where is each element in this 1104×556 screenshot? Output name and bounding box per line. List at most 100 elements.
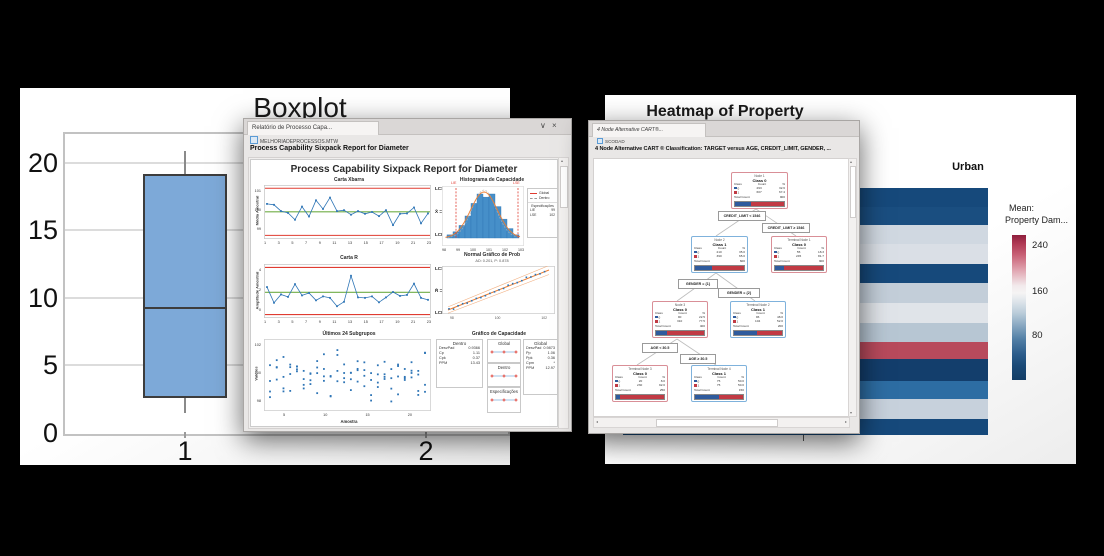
total-row: Total Count 400 [655,323,705,328]
tick-label: 13 [347,320,353,324]
interval-dentro: Dentro [487,363,521,387]
cart-vscrollbar[interactable]: ▴ ▾ [848,158,857,417]
capability-tab-label: Relatório de Processo Capa... [252,125,333,131]
tree-node[interactable]: Terminal Node 3 Class 0 Class Count% 0 20 8.0 1… [612,365,668,403]
heatmap-axis-tick [803,435,804,441]
class-row: 0 55 18.3 [774,250,824,255]
node-title: Terminal Node 4 [707,367,731,371]
scroll-up-icon[interactable]: ▴ [561,158,564,163]
hist-lie-label: LIE [451,181,457,185]
interval-global: Global [487,339,521,363]
class-row: 0 20 8.0 [615,379,665,384]
tick-label: 9 [318,241,321,245]
stats-row: PPM 13.43 [439,361,480,365]
x-tick-mark [184,432,186,438]
tick-label: 100 [470,248,476,252]
tick-label: 20 [407,413,412,417]
cart-file-label: SCODAD [605,139,625,144]
node-class: Class 0 [672,307,687,312]
class-distribution-bar [655,329,705,337]
tree-node[interactable]: Node 2 Class 1 Class Count% 0 210 35.0 1 390 65.0… [691,236,748,274]
hist-chart-title: Histograma de Capacidade [459,177,525,183]
tick-label: 21 [410,320,416,324]
normal-prob-plot [442,266,555,314]
stats-row: DesvPad 0.9366 [439,346,480,350]
tick-label: 98 [450,316,454,320]
rchart-xticks: 1 3 5 7 9 11 13 15 17 19 21 23 [264,320,431,324]
close-icon[interactable]: × [552,121,557,130]
legend-title-line1: Mean: [1009,203,1035,213]
stats-row: Ppk 0.36 [526,356,555,360]
cart-tab[interactable]: 4 Node Alternative CART®... [592,123,706,137]
tick-label: 9 [318,320,321,324]
tick-label: 19 [395,241,400,245]
tree-node[interactable]: Node 3 Class 0 Class Count% 0 90 22.5 1 310 77.5 T… [652,301,708,339]
class-distribution-bar [694,264,745,272]
rchart-yticks: 4 2 0 [253,264,262,318]
capability-tab[interactable]: Relatório de Processo Capa... [247,121,379,135]
tick-label: 102 [502,248,508,252]
y-tick-15: 15 [27,215,58,245]
global-stats-box: Global DesvPad 0.9873 Pp 1.06 Ppk 0.36 Cpm * PPM… [523,339,558,395]
rchart-title: Carta R [340,255,358,261]
class-row: 1 104 52.0 [733,319,783,324]
class-row: 1 390 65.0 [694,254,745,259]
tick-label: 99 [256,227,261,231]
capability-vscrollbar[interactable]: ▴ [558,157,569,429]
tick-label: 21 [410,241,416,245]
legend-global-line [530,192,537,194]
class-row: 0 96 48.0 [733,315,783,320]
node-class: Class 0 [632,371,647,376]
tick-label: 23 [426,241,431,245]
tick-label: 7 [305,241,308,245]
stats-row: Cp 1.11 [439,351,480,355]
last24-xticks: 5 10 15 20 [264,413,431,417]
tree-node[interactable]: Terminal Node 4 Class 1 Class Count% 0 75 50.0… [691,365,747,403]
tick-label: 5 [283,413,286,417]
heatmap-column-label: Urban [952,161,984,173]
legend-global-label: Global [539,191,550,195]
tick-label: 98 [442,248,446,252]
class-distribution-bar [733,329,783,337]
cart-hscrollbar[interactable]: ◂ ▸ [593,417,850,428]
total-row: Total Count 150 [694,387,744,392]
x-label-2: 2 [418,436,434,466]
split-rule-label: GENDER = {2} [718,288,760,298]
last24-yticks: 102 100 98 [251,339,262,411]
tree-node[interactable]: Node 1 Class 0 Class Count% 0 293 32.6 1 607 67.4… [731,172,788,210]
split-rule-label: AGE ≥ 30.5 [680,354,716,364]
cart-tab-label: 4 Node Alternative CART®... [597,127,664,133]
tree-node[interactable]: Terminal Node 1 Class 0 Class Count% 0 55 18.3… [771,236,827,274]
tick-label: 15 [363,241,368,245]
table-header: Class Count% [733,311,783,315]
node-title: Terminal Node 3 [628,367,652,371]
table-header: Class Count% [655,311,705,315]
tick-label: 11 [332,320,337,324]
last24-scatter [264,339,431,411]
class-row: 0 293 32.6 [734,186,785,191]
scroll-down-icon[interactable]: ▾ [850,410,853,415]
class-distribution-bar [734,200,785,208]
table-header: Class Count% [694,375,744,379]
cart-file-row[interactable]: SCODAD [597,138,625,144]
legend-dentro-label: Dentro [539,196,550,200]
xbar-xticks: 1 3 5 7 9 11 13 15 17 19 21 23 [264,241,431,245]
capability-file-row[interactable]: MELHORIADEPROCESSOS.MTW [250,136,338,145]
scroll-left-icon[interactable]: ◂ [596,419,599,424]
total-row: Total Count 250 [615,387,665,392]
scroll-right-icon[interactable]: ▸ [844,419,847,424]
total-row: Total Count 200 [733,323,783,328]
stats-row: Cpm * [526,361,555,365]
collapse-icon[interactable]: ∨ [540,121,546,130]
hist-xticks: 98 99 100 101 102 103 [442,248,524,252]
tick-label: 5 [291,241,294,245]
tree-node[interactable]: Terminal Node 2 Class 1 Class Count% 0 96 48.0… [730,301,786,339]
capability-app-window: Relatório de Processo Capa... ∨ × MELHOR… [243,118,572,432]
capability-histogram [442,186,524,246]
sixpack-report-title: Process Capability Sixpack Report for Di… [290,164,518,175]
scroll-up-icon[interactable]: ▴ [850,159,853,164]
tick-label: 99 [456,248,460,252]
tick-label: 100 [254,371,261,375]
stats-row: DesvPad 0.9873 [526,346,555,350]
